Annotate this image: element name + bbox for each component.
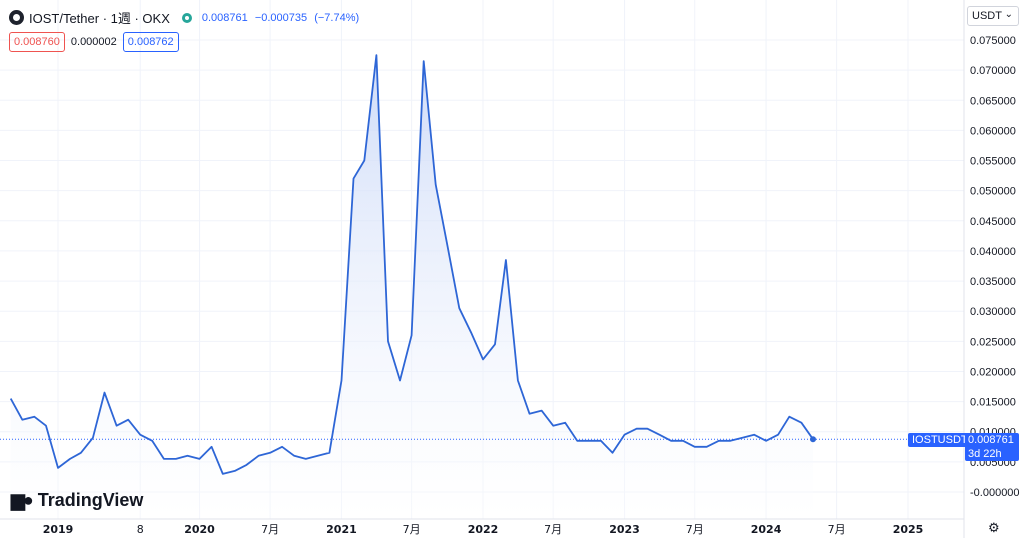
header-values: 0.008761 −0.000735 (−7.74%) (202, 12, 363, 24)
y-tick-label: 0.050000 (970, 186, 1016, 198)
y-tick-label: 0.020000 (970, 366, 1016, 378)
last-price-dot (809, 436, 816, 443)
x-tick-label: 2020 (184, 523, 215, 536)
y-tick-label: -0.000000 (970, 487, 1020, 499)
y-tick-label: 0.025000 (970, 336, 1016, 348)
chart-header: IOST/Tether · 1週 · OKX 0.008761 −0.00073… (9, 8, 363, 27)
y-tick-label: 0.075000 (970, 35, 1016, 47)
x-tick-label: 7月 (828, 523, 846, 536)
x-tick-label: 7月 (544, 523, 562, 536)
y-tick-label: 0.040000 (970, 246, 1016, 258)
iost-logo-icon (9, 10, 24, 25)
y-tick-label: 0.055000 (970, 156, 1016, 168)
x-tick-label: 2023 (609, 523, 640, 536)
last-price-label: 0.008761 3d 22h (965, 433, 1019, 461)
x-tick-label: 7月 (261, 523, 279, 536)
currency-select[interactable]: USDT ⌄ (967, 6, 1019, 26)
last-value: 0.008761 (201, 11, 248, 24)
bar-countdown: 3d 22h (968, 448, 1002, 460)
sell-button[interactable]: 0.008760 (9, 32, 65, 52)
y-tick-label: 0.065000 (970, 95, 1016, 107)
tradingview-mark-icon: ▆● (11, 490, 34, 510)
y-tick-label: 0.070000 (970, 65, 1016, 77)
buy-button[interactable]: 0.008762 (122, 32, 179, 52)
spread-value: 0.000002 (70, 36, 117, 48)
currency-label: USDT (972, 10, 1002, 22)
x-tick-label: 8 (137, 523, 144, 536)
gear-icon[interactable]: ⚙ (988, 520, 1000, 535)
market-status-icon[interactable] (181, 12, 192, 23)
x-tick-label: 2019 (43, 523, 74, 536)
x-tick-label: 2024 (751, 523, 782, 536)
x-tick-label: 2022 (468, 523, 499, 536)
y-tick-label: 0.015000 (970, 397, 1016, 409)
symbol-title[interactable]: IOST/Tether · 1週 · OKX (29, 11, 170, 26)
change-value: −0.000735 (254, 11, 308, 24)
chevron-down-icon: ⌄ (1004, 9, 1013, 20)
change-percent: (−7.74%) (314, 11, 360, 24)
time-axis: 2019 8 2020 7月 2021 7月 2022 7月 2023 7月 2024 7月 2025 (43, 523, 924, 536)
price-line (9, 54, 814, 475)
y-tick-label: 0.045000 (970, 216, 1016, 228)
quote-panel: 0.008760 0.000002 0.008762 (9, 32, 179, 52)
x-tick-label: 2025 (893, 523, 924, 536)
symbol-price-label: IOSTUSDT (908, 433, 972, 447)
tradingview-label: TradingView (37, 490, 144, 510)
y-tick-label: 0.035000 (970, 276, 1016, 288)
price-axis: -0.0000000.0050000.0100000.0150000.02000… (970, 35, 1020, 499)
y-tick-label: 0.030000 (970, 306, 1016, 318)
x-tick-label: 7月 (686, 523, 704, 536)
x-tick-label: 2021 (326, 523, 357, 536)
x-tick-label: 7月 (403, 523, 421, 536)
y-tick-label: 0.060000 (970, 125, 1016, 137)
tradingview-logo[interactable]: ▆● TradingView (11, 490, 143, 511)
price-area-fill (10, 55, 813, 519)
last-price-value: 0.008761 (968, 434, 1014, 446)
